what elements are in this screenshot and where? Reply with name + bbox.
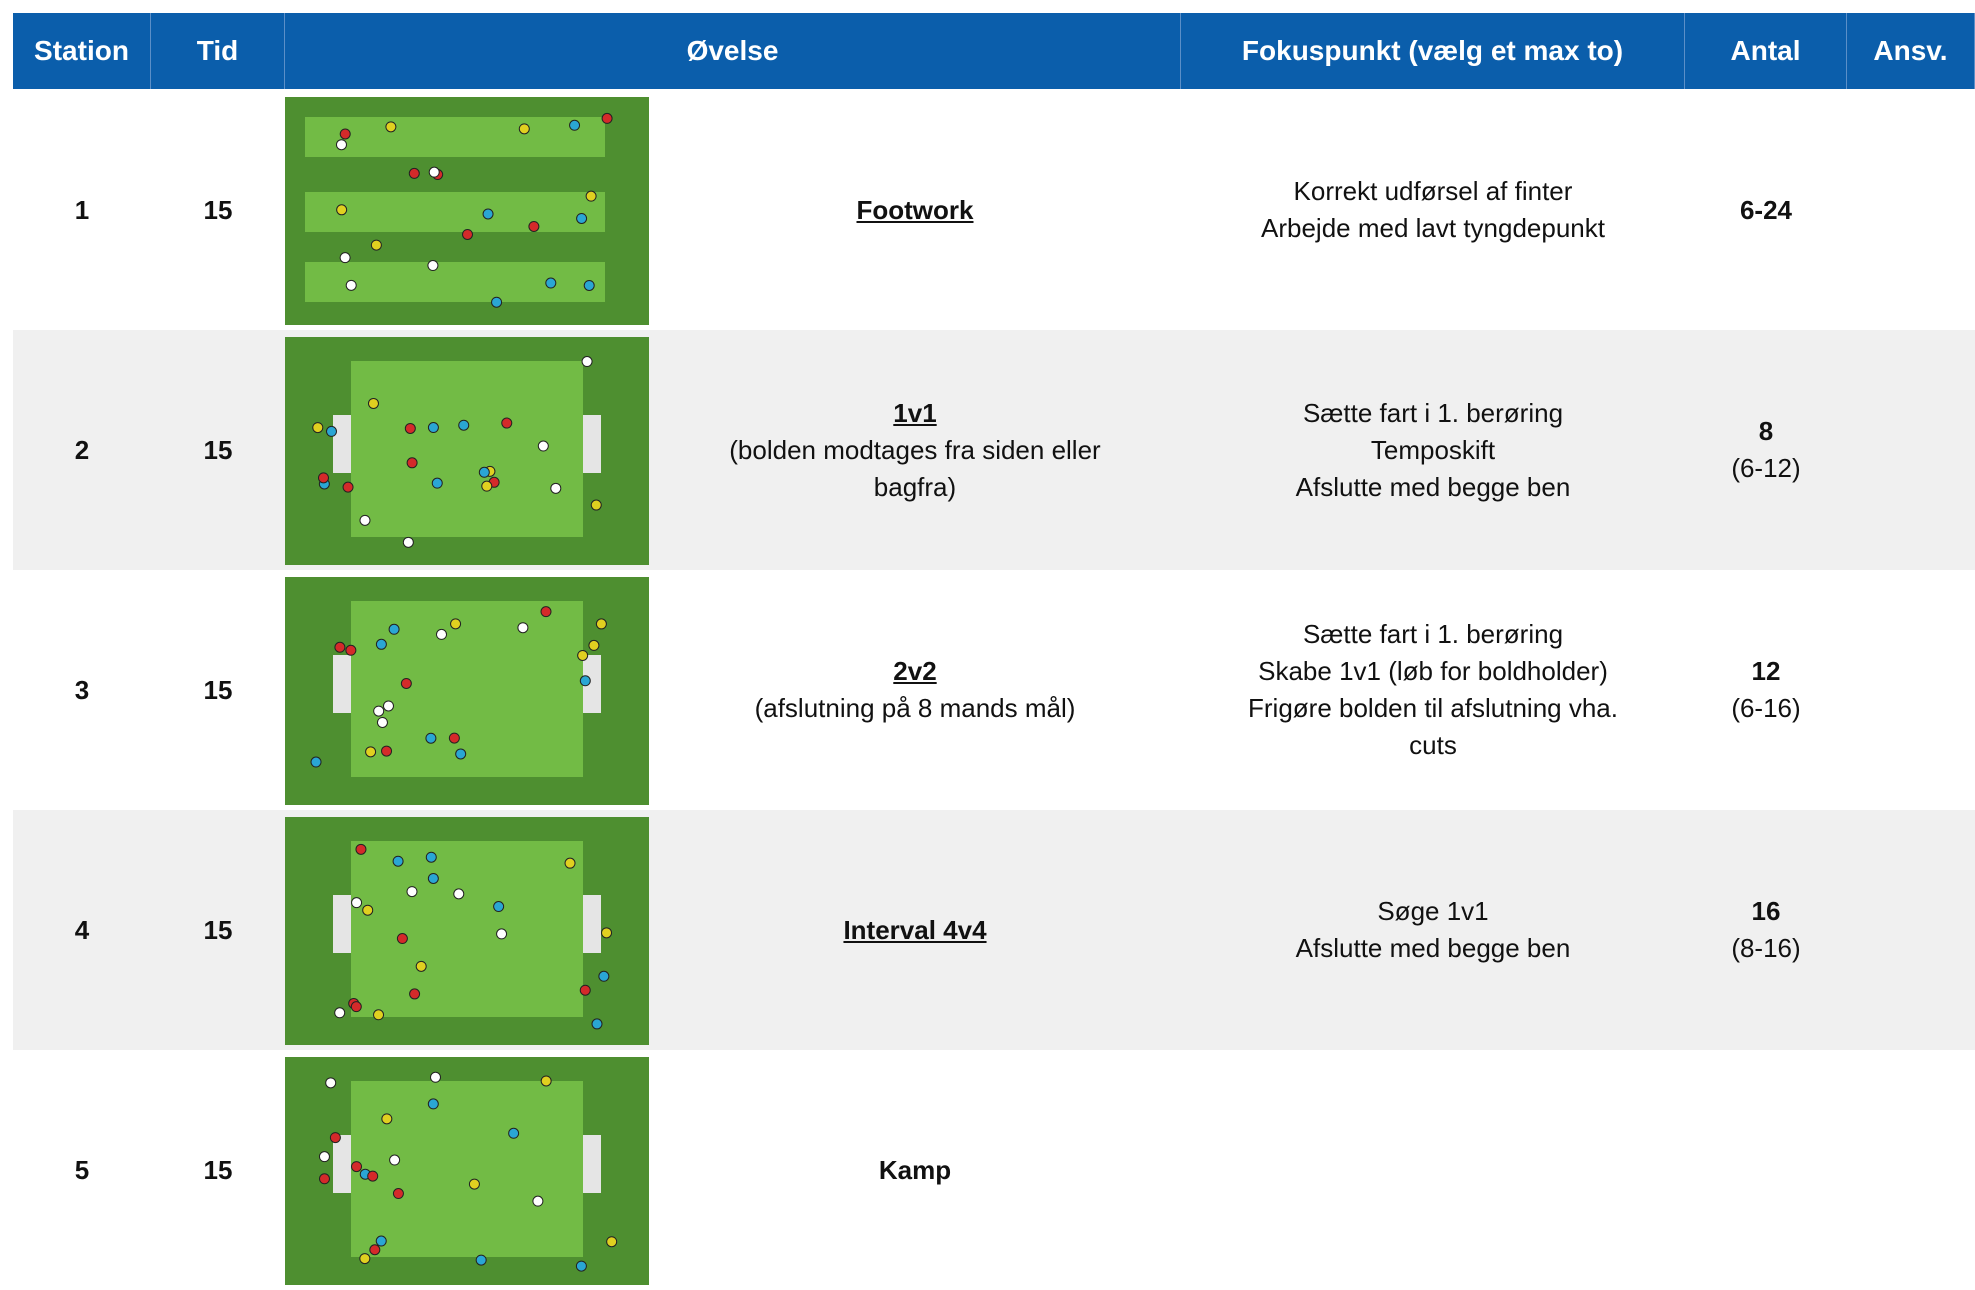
header-cell: Tid [151,13,285,89]
count: 16 (8-16) [1685,810,1847,1050]
time: 15 [203,914,233,945]
header-cell: Antal [1685,13,1847,89]
focus-point: Sætte fart i 1. berøring [1302,397,1564,428]
focus-point: Søge 1v1 [1377,896,1489,926]
exercise-title: Kamp [878,1154,952,1185]
count: 8 (6-12) [1685,330,1847,570]
exercise: Interval 4v4 [649,810,1181,1050]
focus-point: Korrekt udførsel af finter [1293,176,1573,206]
count-main: 12 [1751,656,1781,686]
header-cell: Øvelse [285,13,1181,89]
exercise: 2v2 (afslutning på 8 mands mål) [649,570,1181,810]
station: 2 [74,434,90,465]
exercise-title: Footwork [856,194,974,225]
table-row: 3 15 2v2 (afslutning på 8 mands mål) Sætte f… [13,570,1975,810]
count-main: 8 [1758,416,1774,446]
exercise-image [285,577,649,805]
exercise-title: 1v1 [893,397,937,428]
focus-point: Temposkift [1370,434,1496,465]
table-row: 1 15 Footwork Korrekt udførsel af finter Arb… [13,90,1975,330]
exercise-image [285,337,649,565]
focus: Søge 1v1 Afslutte med begge ben [1181,810,1685,1050]
count-range: (8-16) [1731,933,1801,963]
table-row: 4 15 Interval 4v4 Søge 1v1 Afslutte med begg… [13,810,1975,1050]
exercise-image [285,97,649,325]
count-main: 16 [1751,896,1781,926]
count-main: 6-24 [1739,194,1793,225]
focus: Sætte fart i 1. berøring Skabe 1v1 (løb f… [1181,570,1685,810]
count: 6-24 [1685,90,1847,330]
count [1685,1050,1847,1290]
focus-point: Afslutte med begge ben [1295,933,1571,963]
table-row: 5 15 Kamp [13,1050,1975,1290]
count-range: (6-16) [1731,693,1801,723]
focus-point: Arbejde med lavt tyngdepunkt [1261,213,1605,243]
exercise-title: Interval 4v4 [843,914,987,945]
exercise-image [285,1057,649,1285]
station: 4 [74,914,90,945]
exercise: Kamp [649,1050,1181,1290]
time: 15 [203,194,233,225]
header-cell: Fokuspunkt (vælg et max to) [1181,13,1685,89]
station: 3 [74,674,90,705]
focus-point: Skabe 1v1 (løb for boldholder) [1258,656,1608,686]
exercise-subtitle: bagfra) [873,471,957,502]
table-row: 2 15 1v1 (bolden modtages fra siden eller ba… [13,330,1975,570]
header-cell: Ansv. [1847,13,1975,89]
count-range: (6-12) [1731,453,1801,483]
focus [1181,1050,1685,1290]
exercise-image [285,817,649,1045]
focus: Sætte fart i 1. berøring Temposkift Afslut… [1181,330,1685,570]
exercise-subtitle: (bolden modtages fra siden eller [729,434,1101,465]
time: 15 [203,674,233,705]
focus-point: cuts [1409,730,1457,760]
exercise: Footwork [649,90,1181,330]
station: 1 [74,194,90,225]
station: 5 [74,1154,90,1185]
time: 15 [203,1154,233,1185]
exercise: 1v1 (bolden modtages fra siden eller bagfr… [649,330,1181,570]
exercise-title: 2v2 [893,656,937,686]
focus-point: Afslutte med begge ben [1295,471,1571,502]
count: 12 (6-16) [1685,570,1847,810]
time: 15 [203,434,233,465]
exercise-subtitle: (afslutning på 8 mands mål) [754,693,1076,723]
focus: Korrekt udførsel af finter Arbejde med la… [1181,90,1685,330]
header-cell: Station [13,13,151,89]
focus-point: Sætte fart i 1. berøring [1302,619,1564,649]
focus-point: Frigøre bolden til afslutning vha. [1248,693,1618,723]
